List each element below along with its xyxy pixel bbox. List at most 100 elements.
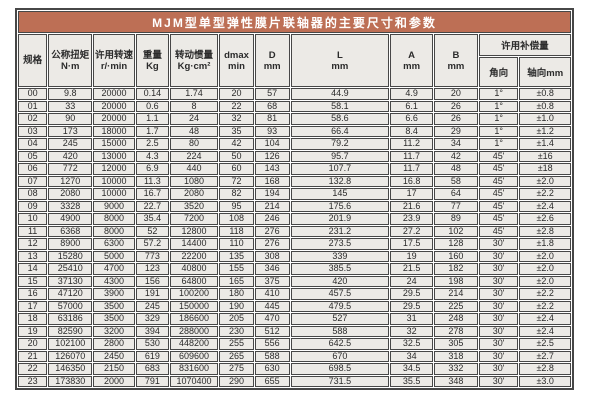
cell-torque_nm: 245	[48, 138, 93, 150]
cell-axial_mm: ±18	[519, 163, 571, 175]
cell-inertia_kgcm2: 224	[169, 150, 219, 162]
cell-torque_nm: 25410	[48, 263, 93, 275]
cell-spec: 18	[18, 313, 48, 325]
cell-inertia_kgcm2: 22200	[169, 250, 219, 262]
cell-l_mm: 339	[290, 250, 390, 262]
cell-spec: 14	[18, 263, 48, 275]
cell-dmax_min: 108	[219, 213, 254, 225]
cell-b_mm: 26	[433, 100, 478, 112]
cell-axial_mm: ±2.7	[519, 350, 571, 362]
cell-a_mm: 19	[390, 250, 433, 262]
cell-angular: 45'	[478, 163, 519, 175]
col-header-weight: 重量 Kg	[135, 34, 169, 87]
cell-dmax_min: 42	[219, 138, 254, 150]
cell-a_mm: 23.9	[390, 213, 433, 225]
table-row: 01 33 20000 0.6 8 22 68 58.1 6.1 26 1° ±0.8	[18, 100, 571, 112]
cell-spec: 10	[18, 213, 48, 225]
cell-weight_kg: 245	[135, 300, 169, 312]
cell-a_mm: 32	[390, 325, 433, 337]
cell-b_mm: 34	[433, 138, 478, 150]
cell-angular: 45'	[478, 188, 519, 200]
cell-inertia_kgcm2: 24	[169, 113, 219, 125]
cell-weight_kg: 683	[135, 363, 169, 375]
cell-a_mm: 16.8	[390, 175, 433, 187]
cell-dmax_min: 35	[219, 125, 254, 137]
cell-d_mm: 104	[254, 138, 290, 150]
table-row: 19 82590 3200 394 288000 230 512 588 32 278 30' ±2.…	[18, 325, 571, 337]
table-row: 14 25410 4700 123 40800 155 346 385.5 21.5 182 30'…	[18, 263, 571, 275]
cell-weight_kg: 329	[135, 313, 169, 325]
cell-inertia_kgcm2: 1.74	[169, 88, 219, 100]
cell-l_mm: 527	[290, 313, 390, 325]
cell-a_mm: 29.5	[390, 288, 433, 300]
cell-l_mm: 201.9	[290, 213, 390, 225]
cell-speed_rpm: 9000	[93, 200, 135, 212]
cell-a_mm: 8.4	[390, 125, 433, 137]
cell-speed_rpm: 10000	[93, 175, 135, 187]
cell-spec: 13	[18, 250, 48, 262]
cell-b_mm: 77	[433, 200, 478, 212]
cell-axial_mm: ±2.8	[519, 225, 571, 237]
cell-axial_mm: ±2.2	[519, 188, 571, 200]
cell-spec: 11	[18, 225, 48, 237]
cell-weight_kg: 1.7	[135, 125, 169, 137]
cell-dmax_min: 118	[219, 225, 254, 237]
cell-spec: 05	[18, 150, 48, 162]
title-row: MJM型单型弹性膜片联轴器的主要尺寸和参数	[18, 11, 571, 33]
cell-spec: 16	[18, 288, 48, 300]
cell-dmax_min: 135	[219, 250, 254, 262]
coupling-spec-table: MJM型单型弹性膜片联轴器的主要尺寸和参数 规格 公称扭矩 N·m 许用转速 r…	[15, 8, 574, 390]
cell-torque_nm: 90	[48, 113, 93, 125]
cell-axial_mm: ±2.2	[519, 288, 571, 300]
cell-d_mm: 194	[254, 188, 290, 200]
col-header-torque: 公称扭矩 N·m	[48, 34, 93, 87]
cell-torque_nm: 420	[48, 150, 93, 162]
cell-speed_rpm: 15000	[93, 138, 135, 150]
cell-b_mm: 20	[433, 88, 478, 100]
cell-b_mm: 318	[433, 350, 478, 362]
cell-angular: 45'	[478, 200, 519, 212]
cell-dmax_min: 32	[219, 113, 254, 125]
cell-angular: 30'	[478, 288, 519, 300]
cell-l_mm: 107.7	[290, 163, 390, 175]
cell-axial_mm: ±2.2	[519, 300, 571, 312]
cell-dmax_min: 22	[219, 100, 254, 112]
table-row: 04 245 15000 2.5 80 42 104 79.2 11.2 34 1° ±1.4	[18, 138, 571, 150]
cell-spec: 09	[18, 200, 48, 212]
cell-l_mm: 132.8	[290, 175, 390, 187]
cell-dmax_min: 165	[219, 275, 254, 287]
table-row: 20 102100 2800 530 448200 255 556 642.5 32.5 305 3…	[18, 338, 571, 350]
table-row: 22 146350 2150 683 831600 275 630 698.5 34.5 332 3…	[18, 363, 571, 375]
cell-spec: 03	[18, 125, 48, 137]
cell-spec: 12	[18, 238, 48, 250]
table-row: 12 8900 6300 57.2 14400 110 276 273.5 17.5 128 30'…	[18, 238, 571, 250]
cell-d_mm: 556	[254, 338, 290, 350]
cell-d_mm: 308	[254, 250, 290, 262]
cell-b_mm: 58	[433, 175, 478, 187]
cell-dmax_min: 110	[219, 238, 254, 250]
cell-torque_nm: 102100	[48, 338, 93, 350]
cell-a_mm: 35.5	[390, 375, 433, 387]
cell-inertia_kgcm2: 48	[169, 125, 219, 137]
cell-d_mm: 588	[254, 350, 290, 362]
table-row: 18 63186 3500 329 186600 205 470 527 31 248 30' ±2.…	[18, 313, 571, 325]
col-header-axial: 轴向mm	[519, 57, 571, 87]
table-row: 21 126070 2450 619 609600 265 588 670 34 318 30' ±2…	[18, 350, 571, 362]
cell-a_mm: 11.2	[390, 138, 433, 150]
table-row: 23 173830 2000 791 1070400 290 655 731.5 35.5 348…	[18, 375, 571, 387]
cell-l_mm: 385.5	[290, 263, 390, 275]
cell-b_mm: 305	[433, 338, 478, 350]
cell-inertia_kgcm2: 40800	[169, 263, 219, 275]
cell-weight_kg: 0.6	[135, 100, 169, 112]
cell-angular: 1°	[478, 138, 519, 150]
table-row: 10 4900 8000 35.4 7200 108 246 201.9 23.9 89 45' ±2…	[18, 213, 571, 225]
table-body: 00 9.8 20000 0.14 1.74 20 57 44.9 4.9 20 1° ±0.8 01 3…	[18, 88, 571, 387]
cell-dmax_min: 190	[219, 300, 254, 312]
cell-torque_nm: 173	[48, 125, 93, 137]
cell-torque_nm: 3328	[48, 200, 93, 212]
cell-spec: 17	[18, 300, 48, 312]
cell-angular: 30'	[478, 363, 519, 375]
cell-b_mm: 348	[433, 375, 478, 387]
cell-axial_mm: ±2.6	[519, 213, 571, 225]
cell-axial_mm: ±2.5	[519, 338, 571, 350]
